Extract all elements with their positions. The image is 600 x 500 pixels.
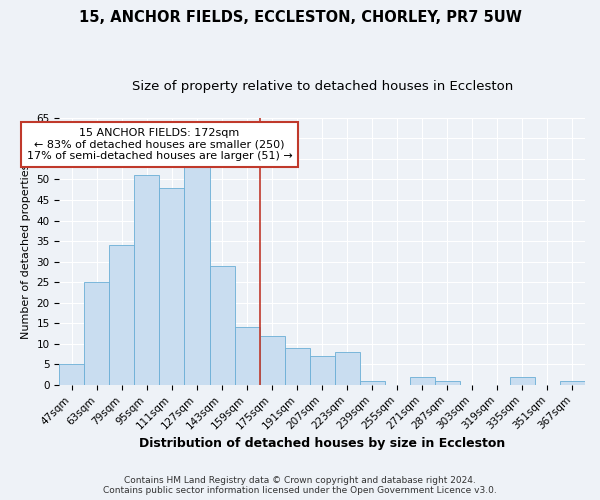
- Bar: [510, 376, 535, 385]
- Text: 15 ANCHOR FIELDS: 172sqm
← 83% of detached houses are smaller (250)
17% of semi-: 15 ANCHOR FIELDS: 172sqm ← 83% of detach…: [26, 128, 292, 162]
- Bar: [410, 376, 435, 385]
- Bar: [109, 245, 134, 385]
- Bar: [85, 282, 109, 385]
- Text: 15, ANCHOR FIELDS, ECCLESTON, CHORLEY, PR7 5UW: 15, ANCHOR FIELDS, ECCLESTON, CHORLEY, P…: [79, 10, 521, 25]
- Y-axis label: Number of detached properties: Number of detached properties: [21, 164, 31, 339]
- Bar: [335, 352, 360, 385]
- Bar: [360, 381, 385, 385]
- Bar: [310, 356, 335, 385]
- Bar: [560, 381, 585, 385]
- Bar: [184, 167, 209, 385]
- Bar: [59, 364, 85, 385]
- Bar: [235, 328, 260, 385]
- Bar: [134, 176, 160, 385]
- Bar: [435, 381, 460, 385]
- Bar: [284, 348, 310, 385]
- X-axis label: Distribution of detached houses by size in Eccleston: Distribution of detached houses by size …: [139, 437, 505, 450]
- Text: Contains HM Land Registry data © Crown copyright and database right 2024.
Contai: Contains HM Land Registry data © Crown c…: [103, 476, 497, 495]
- Title: Size of property relative to detached houses in Eccleston: Size of property relative to detached ho…: [131, 80, 513, 93]
- Bar: [260, 336, 284, 385]
- Bar: [160, 188, 184, 385]
- Bar: [209, 266, 235, 385]
